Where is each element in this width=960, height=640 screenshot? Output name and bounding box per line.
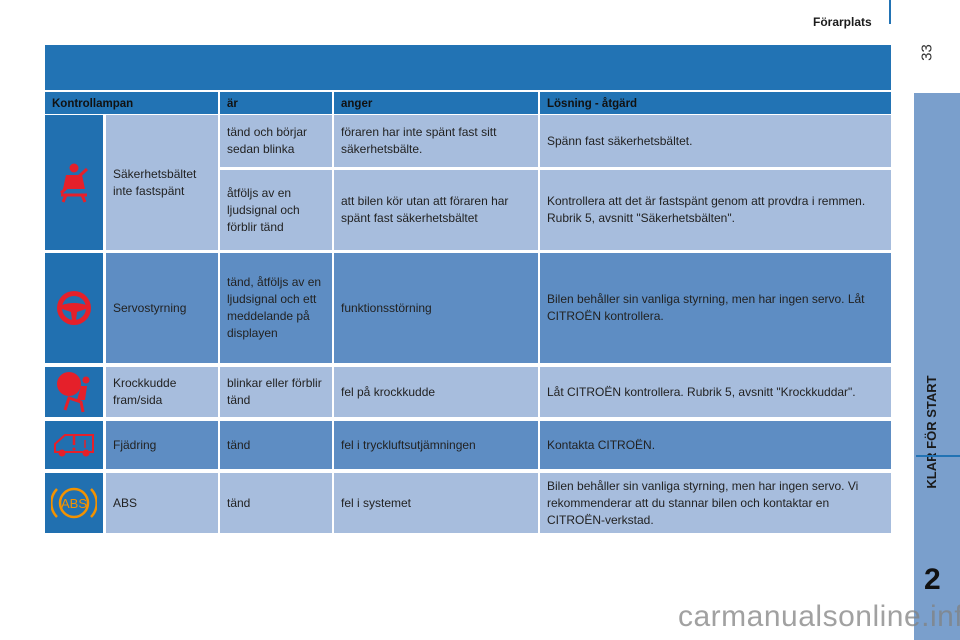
row-name: Säkerhetsbältet inte fastspänt — [106, 115, 218, 250]
row-name: Servostyrning — [106, 253, 218, 363]
row-name: Fjädring — [106, 421, 218, 469]
col-header-kontrollampan: Kontrollampan — [45, 92, 218, 114]
seatbelt-warning-icon — [45, 115, 103, 250]
row-meaning: funktionsstörning — [334, 253, 538, 363]
row-meaning: att bilen kör utan att föraren har spänt… — [334, 170, 538, 250]
section-title: Förarplats — [813, 15, 872, 29]
row-meaning: fel på krockkudde — [334, 367, 538, 417]
header-divider — [889, 0, 891, 24]
row-name: ABS — [106, 473, 218, 533]
row-status: tänd, åtföljs av en ljudsignal och ett m… — [220, 253, 332, 363]
row-solution: Kontrollera att det är fastspänt genom a… — [540, 170, 891, 250]
row-meaning: fel i tryckluftsutjämningen — [334, 421, 538, 469]
row-status: tänd — [220, 473, 332, 533]
row-solution: Bilen behåller sin vanliga styrning, men… — [540, 253, 891, 363]
row-status: tänd och börjar sedan blinka — [220, 115, 332, 167]
suspension-van-icon — [45, 421, 103, 469]
row-solution: Spänn fast säkerhetsbältet. — [540, 115, 891, 167]
row-status: tänd — [220, 421, 332, 469]
chapter-number: 2 — [924, 563, 941, 596]
col-header-ar: är — [220, 92, 332, 114]
row-solution: Låt CITROËN kontrollera. Rubrik 5, avsni… — [540, 367, 891, 417]
page-number: 33 — [918, 44, 936, 61]
svg-text:ABS: ABS — [61, 496, 87, 511]
row-meaning: föraren har inte spänt fast sitt säkerhe… — [334, 115, 538, 167]
chapter-divider — [916, 455, 960, 457]
steering-wheel-icon — [45, 253, 103, 363]
col-header-losning: Lösning - åtgärd — [540, 92, 891, 114]
abs-icon: ABS — [45, 473, 103, 533]
row-meaning: fel i systemet — [334, 473, 538, 533]
row-solution: Kontakta CITROËN. — [540, 421, 891, 469]
chapter-tab — [914, 93, 960, 640]
airbag-icon — [45, 367, 103, 417]
chapter-title: KLAR FÖR START — [924, 375, 939, 489]
table-title-bar — [45, 45, 891, 90]
row-status: blinkar eller förblir tänd — [220, 367, 332, 417]
watermark: carmanualsonline.info — [678, 600, 960, 633]
row-name: Krockkudde fram/sida — [106, 367, 218, 417]
row-status: åtföljs av en ljudsignal och förblir tän… — [220, 170, 332, 250]
col-header-anger: anger — [334, 92, 538, 114]
row-solution: Bilen behåller sin vanliga styrning, men… — [540, 473, 891, 533]
